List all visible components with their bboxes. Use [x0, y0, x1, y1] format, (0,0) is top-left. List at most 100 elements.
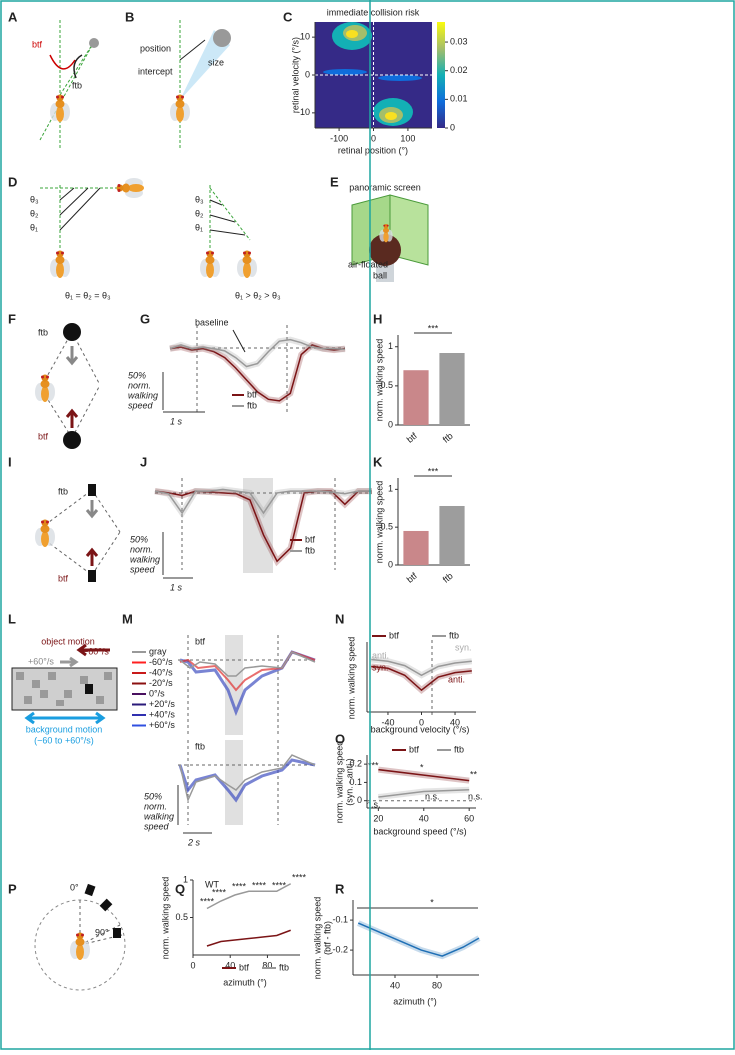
panel-p: 0° 90° — [34, 882, 126, 991]
panel-a: btf ftb — [32, 20, 99, 150]
time-label: 2 s — [187, 837, 201, 847]
scale-label: speed — [130, 564, 156, 574]
label: (−60 to +60°/s) — [34, 735, 94, 745]
y-label: norm. walking speed — [374, 481, 384, 564]
scale-label: norm. — [128, 380, 151, 390]
label: position — [140, 43, 171, 53]
panel-m: btf ftb 50% norm. walking speed 2 s gray… — [132, 635, 316, 847]
y-tick-label: 0 — [388, 559, 393, 569]
legend-label: +40°/s — [149, 709, 175, 719]
line — [154, 488, 372, 515]
line — [378, 788, 470, 798]
bar — [439, 353, 465, 425]
panel-letter: P — [8, 881, 17, 896]
panel-letter: B — [125, 9, 134, 24]
panel-i: ftb btf — [35, 484, 121, 583]
x-label: background speed (°/s) — [373, 826, 466, 836]
significance: **** — [212, 887, 227, 897]
y-tick-label: 1 — [388, 484, 393, 494]
label: ball — [373, 270, 387, 280]
x-tick-label: btf — [405, 570, 419, 584]
x-tick-label: ftb — [441, 571, 455, 585]
label: 90° — [95, 927, 109, 937]
label: btf — [58, 573, 69, 583]
label: btf — [38, 431, 49, 441]
label: size — [208, 57, 224, 67]
panel-letter: Q — [175, 881, 185, 896]
bar — [403, 370, 429, 425]
label: ftb — [72, 80, 82, 90]
panel-h: norm. walking speed *** 0 0.5 1 btf ftb — [374, 323, 470, 445]
y-label: norm. walking speed — [312, 897, 322, 980]
x-tick-label: 80 — [262, 960, 272, 970]
label: +60°/s — [28, 656, 54, 666]
legend-label: -40°/s — [149, 667, 173, 677]
y-tick-label: 0 — [305, 69, 310, 79]
y-tick-label: 0 — [388, 419, 393, 429]
label: background motion — [26, 724, 103, 734]
legend-label: btf — [239, 962, 250, 972]
annotation: *** — [368, 760, 379, 770]
colorbar-tick-label: 0.02 — [450, 65, 468, 75]
y-tick-label: 1 — [183, 874, 188, 884]
scale-label: speed — [128, 400, 154, 410]
scale-label: 50% — [144, 791, 162, 801]
panel-k: norm. walking speed *** 0 0.5 1 btf ftb — [374, 466, 470, 585]
line — [357, 922, 480, 957]
panel-f: ftb btf — [35, 323, 101, 449]
panel-q: WT **** **** **** **** **** **** azimuth… — [160, 872, 306, 987]
angle: θ₂ — [30, 208, 39, 218]
panel-letter: K — [373, 454, 383, 469]
error-band — [357, 920, 481, 960]
annotation: anti. — [372, 650, 389, 660]
y-tick-label: 0.5 — [380, 380, 393, 390]
panel-o: *** * ** n.s. n.s. n.s. background speed… — [334, 741, 482, 837]
x-label: retinal position (°) — [338, 145, 408, 155]
legend-label: btf — [247, 389, 258, 399]
panel-letter: A — [8, 9, 18, 24]
panel-letter: L — [8, 611, 16, 626]
line — [371, 665, 472, 692]
panel-letter: G — [140, 311, 150, 326]
scale-label: walking — [130, 554, 160, 564]
label: ftb — [58, 486, 68, 496]
legend-label: ftb — [305, 545, 315, 555]
y-tick-label: -0.2 — [332, 944, 348, 954]
x-tick-label: 0 — [190, 960, 195, 970]
angle: θ₁ — [195, 222, 203, 232]
panel-n: anti. syn. syn. anti. background velocit… — [346, 630, 476, 734]
panel-letter: R — [335, 881, 345, 896]
y-tick-label: 0.5 — [175, 912, 188, 922]
angle: θ₃ — [195, 194, 204, 204]
panel-letter: H — [373, 311, 382, 326]
scale-label: norm. — [130, 544, 153, 554]
panel-d: θ₃ θ₂ θ₁ θ₃ θ₂ θ₁ θ₁ = θ₂ = θ₃ θ₁ > θ₂ >… — [30, 178, 281, 300]
legend-label: ftb — [449, 630, 459, 640]
equation: θ₁ = θ₂ = θ₃ — [65, 290, 111, 300]
label: object motion — [41, 636, 95, 646]
x-tick-label: btf — [405, 430, 419, 444]
y-tick-label: -10 — [297, 107, 310, 117]
legend-label: btf — [409, 744, 420, 754]
x-tick-label: 40 — [450, 717, 460, 727]
scale-label: walking — [128, 390, 158, 400]
x-tick-label: 0 — [371, 133, 376, 143]
y-label: norm. walking speed — [346, 637, 356, 720]
label: panoramic screen — [349, 182, 421, 192]
title: btf — [195, 636, 206, 646]
panel-letter: I — [8, 454, 12, 469]
annotation: ** — [470, 769, 478, 779]
x-tick-label: 0 — [419, 717, 424, 727]
x-tick-label: 20 — [373, 813, 383, 823]
x-label: background velocity (°/s) — [371, 724, 470, 734]
x-tick-label: 40 — [390, 980, 400, 990]
genotype: WT — [205, 879, 219, 889]
bar — [403, 530, 429, 565]
scale-label: norm. — [144, 801, 167, 811]
y-tick-label: 0.5 — [380, 522, 393, 532]
x-tick-label: 40 — [225, 960, 235, 970]
line — [169, 338, 346, 368]
bar — [439, 505, 465, 565]
panel-g: baseline 50% norm. walking speed 1 s btf… — [128, 317, 346, 426]
